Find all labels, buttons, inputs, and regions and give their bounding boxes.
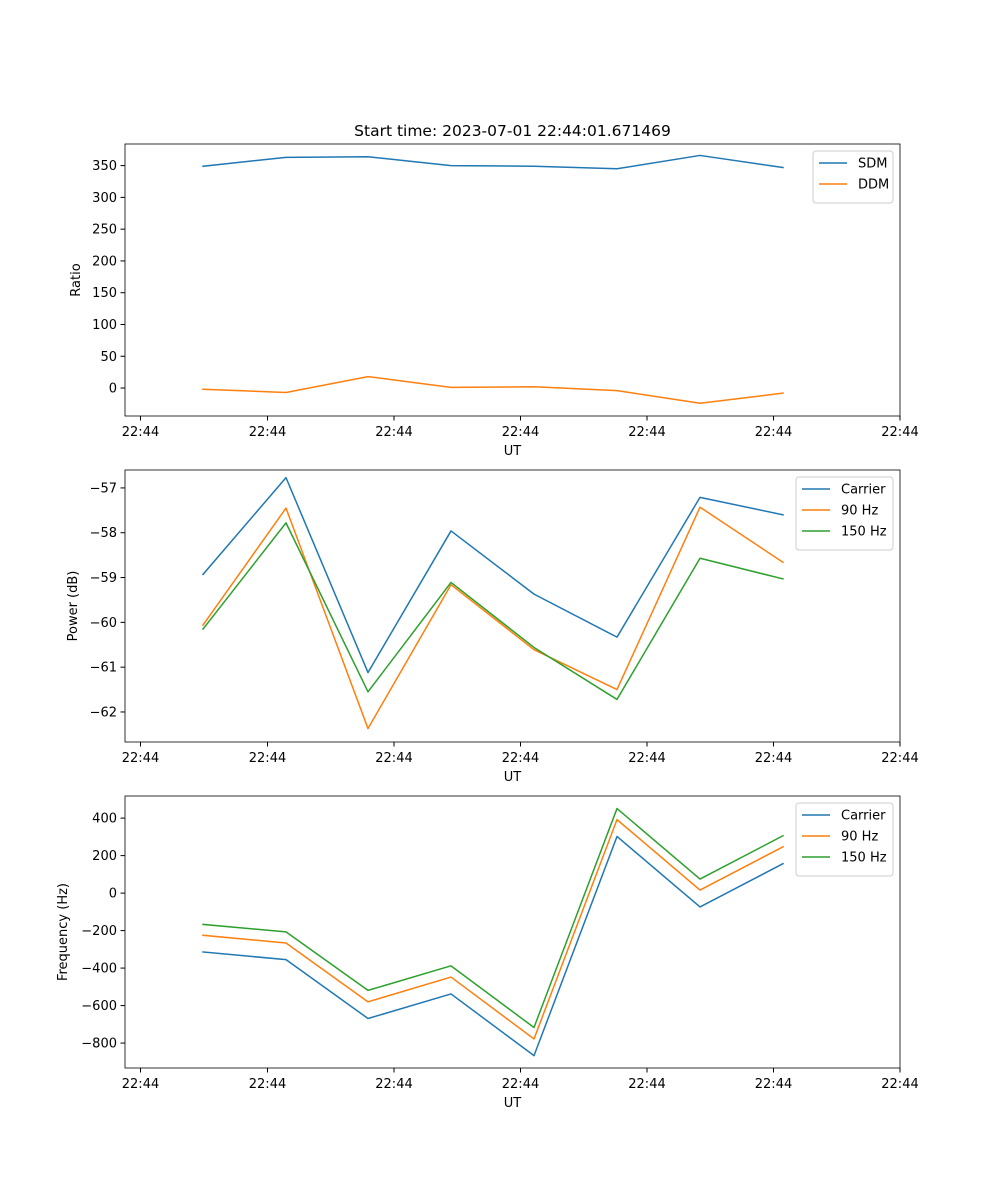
legend-label: Carrier [841, 809, 886, 824]
x-tick-label: 22:44 [375, 425, 412, 440]
x-tick-label: 22:44 [755, 751, 792, 766]
x-axis-label: UT [504, 444, 522, 459]
y-axis-label: Power (dB) [66, 571, 81, 642]
y-tick-label: −61 [90, 661, 117, 676]
legend-label: SDM [858, 157, 887, 172]
y-tick-label: 250 [92, 223, 117, 238]
series-line-ddm [202, 375, 784, 405]
legend-label: 150 Hz [841, 525, 887, 540]
series-line-90-hz [201, 506, 785, 730]
plot-frame [124, 143, 901, 417]
legend-label: 150 Hz [841, 851, 887, 866]
figure-title: Start time: 2023-07-01 22:44:01.671469 [354, 122, 671, 140]
chart-panel-2: 22:44 22:44 22:44 22:44 22:44 22:44 22:44 −62 −6… [66, 469, 919, 785]
y-tick-label: −400 [81, 962, 117, 977]
y-axis-label: Ratio [69, 263, 84, 296]
series-line-carrier [202, 835, 785, 1057]
x-axis-label: UT [504, 770, 522, 785]
y-tick-label: 50 [100, 350, 117, 365]
y-tick-label: −60 [90, 616, 117, 631]
x-tick-label: 22:44 [755, 1077, 792, 1092]
x-tick-label: 22:44 [249, 751, 286, 766]
y-tick-label: 150 [92, 286, 117, 301]
x-tick-label: 22:44 [249, 425, 286, 440]
x-tick-label: 22:44 [502, 425, 539, 440]
chart-panel-3: 22:44 22:44 22:44 22:44 22:44 22:44 22:44 −800 −… [56, 795, 919, 1111]
plot-area [125, 470, 900, 742]
x-tick-label: 22:44 [881, 1077, 918, 1092]
series-line-90-hz [202, 818, 785, 1040]
x-tick-label: 22:44 [755, 425, 792, 440]
panels: 22:44 22:44 22:44 22:44 22:44 22:44 22:44 0 50 10… [56, 143, 919, 1111]
x-tick-label: 22:44 [628, 751, 665, 766]
y-tick-label: −58 [90, 526, 117, 541]
series-line-150-hz [202, 807, 785, 1029]
series-line-carrier [201, 476, 784, 674]
chart-panel-1: 22:44 22:44 22:44 22:44 22:44 22:44 22:44 0 50 10… [69, 143, 919, 459]
legend: SDM DDM [812, 150, 894, 204]
x-tick-label: 22:44 [502, 1077, 539, 1092]
x-tick-label: 22:44 [122, 751, 159, 766]
x-tick-label: 22:44 [375, 751, 412, 766]
legend-label: 90 Hz [841, 830, 878, 845]
plot-frame [124, 795, 901, 1069]
y-tick-label: 200 [92, 849, 117, 864]
legend-label: Carrier [841, 483, 886, 498]
y-axis-label: Frequency (Hz) [56, 883, 71, 981]
x-axis-label: UT [504, 1096, 522, 1111]
legend-label: 90 Hz [841, 504, 878, 519]
y-tick-label: −600 [81, 999, 117, 1014]
plot-area [125, 144, 900, 416]
x-tick-label: 22:44 [628, 425, 665, 440]
y-tick-label: 100 [92, 318, 117, 333]
y-tick-label: 200 [92, 254, 117, 269]
series-line-150-hz [201, 522, 784, 701]
y-tick-label: 0 [109, 887, 117, 902]
x-tick-label: 22:44 [502, 751, 539, 766]
y-tick-label: −57 [90, 481, 117, 496]
series-line-sdm [202, 154, 784, 170]
legend-box [812, 150, 894, 204]
y-tick-label: 350 [92, 159, 117, 174]
x-tick-label: 22:44 [249, 1077, 286, 1092]
y-tick-label: −200 [81, 924, 117, 939]
x-tick-label: 22:44 [628, 1077, 665, 1092]
y-tick-label: −59 [90, 571, 117, 586]
legend: Carrier 90 Hz 150 Hz [795, 802, 894, 877]
plot-area [125, 796, 900, 1068]
y-tick-label: 0 [109, 382, 117, 397]
x-tick-label: 22:44 [122, 425, 159, 440]
legend-label: DDM [858, 178, 889, 193]
y-tick-label: −800 [81, 1037, 117, 1052]
y-tick-label: −62 [90, 705, 117, 720]
y-tick-label: 300 [92, 191, 117, 206]
legend: Carrier 90 Hz 150 Hz [795, 476, 894, 551]
x-tick-label: 22:44 [122, 1077, 159, 1092]
x-tick-label: 22:44 [375, 1077, 412, 1092]
x-tick-label: 22:44 [881, 425, 918, 440]
x-tick-label: 22:44 [881, 751, 918, 766]
y-tick-label: 400 [92, 812, 117, 827]
plot-frame [124, 469, 901, 743]
